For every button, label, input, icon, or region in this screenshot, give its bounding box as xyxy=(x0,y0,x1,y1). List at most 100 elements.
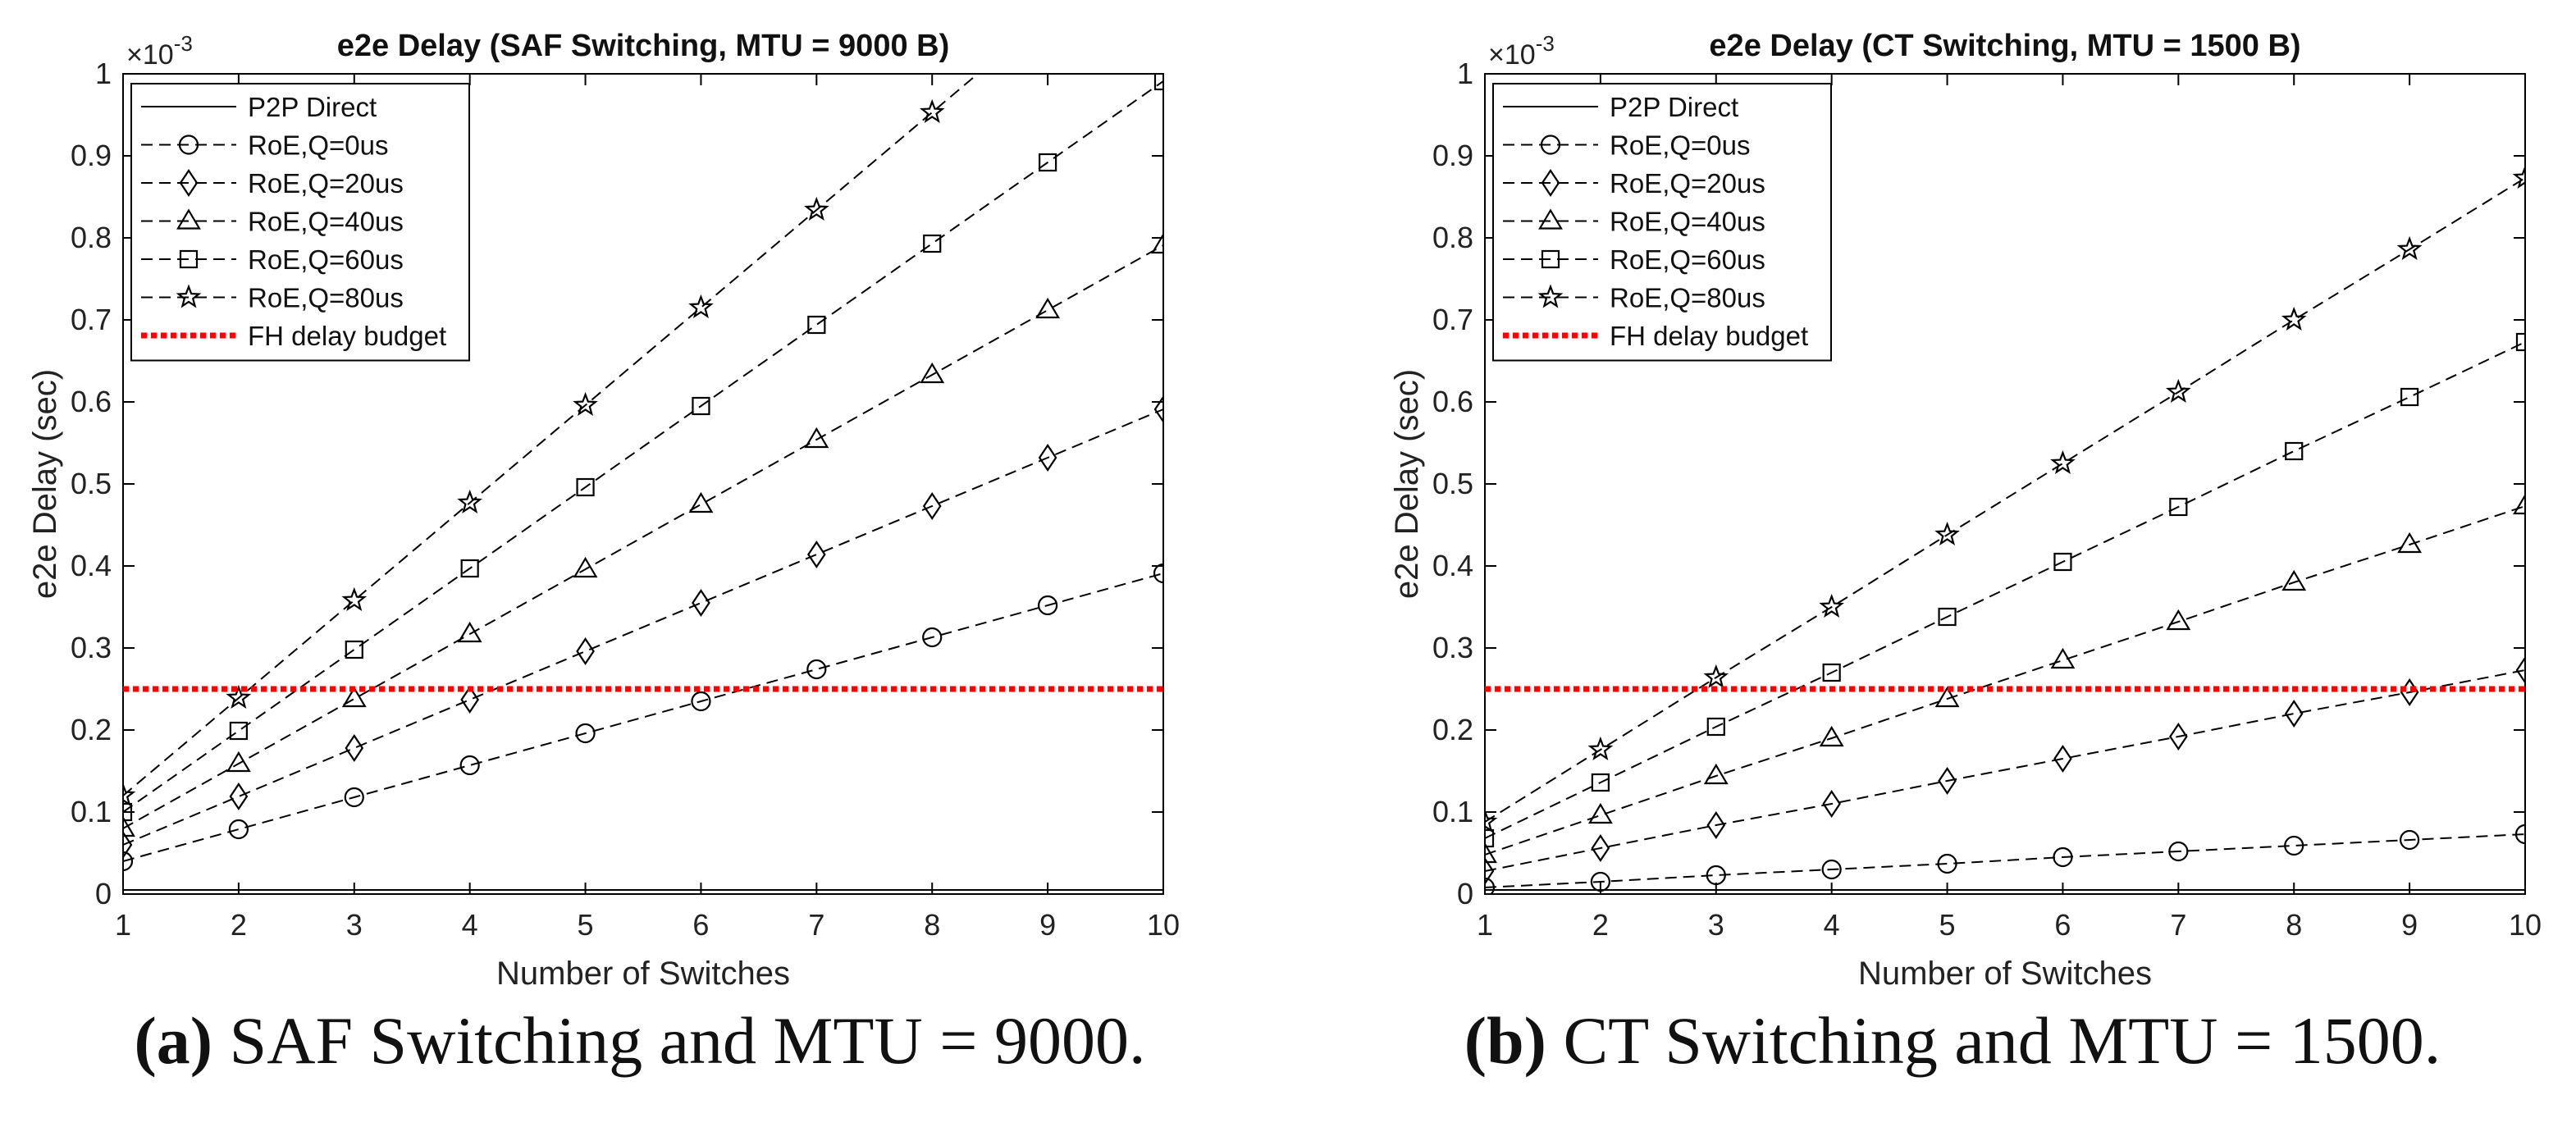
panel-a-series-roe-q-80us-point-4 xyxy=(457,489,482,514)
panel-b-ytick-label-0-9: 0.9 xyxy=(1432,139,1473,172)
panel-b-series-roe-q-60us-point-7 xyxy=(2169,497,2188,517)
panel-b-series-roe-q-0us-point-9 xyxy=(2400,829,2420,851)
panel-b-xtick-label-3: 3 xyxy=(1708,908,1724,942)
panel-b-legend-item-roe-q-60us-marker xyxy=(1541,249,1560,269)
panel-b-legend-box xyxy=(1492,83,1832,362)
panel-b-xtick-label-1: 1 xyxy=(1477,908,1493,942)
panel-b-xtick-label-2: 2 xyxy=(1592,908,1609,942)
panel-a-ytick-label-0-5: 0.5 xyxy=(71,467,112,500)
panel-a-legend: P2P Direct RoE,Q=0us RoE,Q=20us RoE,Q=40us R… xyxy=(130,83,470,362)
panel-a-series-roe-q-60us-point-7 xyxy=(807,315,826,335)
panel-b-series-roe-q-20us-point-10 xyxy=(2515,656,2525,684)
panel-b-legend-item-roe-q-20us-marker xyxy=(1541,169,1560,197)
panel-a-ytick-label-1: 1 xyxy=(95,57,112,90)
panel-a-legend-item-roe-q-20us: RoE,Q=20us xyxy=(141,168,404,198)
panel-b-series-roe-q-0us-point-10 xyxy=(2514,824,2525,845)
panel-b-series-roe-q-0us-point-6 xyxy=(2053,846,2073,868)
panel-a-legend-item-roe-q-80us: RoE,Q=80us xyxy=(141,283,404,313)
panel-b-exponent-power: -3 xyxy=(1536,31,1555,56)
caption-b-text: CT Switching and MTU = 1500. xyxy=(1546,1003,2441,1078)
panel-a-legend-item-roe-q-20us-label: RoE,Q=20us xyxy=(248,168,404,198)
panel-b-xtick-label-10: 10 xyxy=(2509,908,2542,942)
panel-b-title: e2e Delay (CT Switching, MTU = 1500 B) xyxy=(1709,29,2300,63)
panel-a-series-roe-q-60us-point-10 xyxy=(1153,74,1163,91)
panel-a-series-roe-q-80us-line xyxy=(123,74,980,796)
panel-a-xtick-label-10: 10 xyxy=(1147,908,1180,942)
panel-b-series-roe-q-80us xyxy=(1485,164,2525,833)
panel-b-series-roe-q-0us-point-1 xyxy=(1485,877,1496,894)
panel-a-legend-item-roe-q-60us: RoE,Q=60us xyxy=(141,244,404,275)
panel-a-series-roe-q-40us-point-6 xyxy=(688,491,714,513)
panel-a-legend-item-roe-q-40us-marker xyxy=(176,208,201,230)
panel-b-series-roe-q-40us-point-3 xyxy=(1703,763,1729,785)
panel-b-series-roe-q-40us-point-2 xyxy=(1587,802,1613,824)
panel-a-series-roe-q-40us-point-3 xyxy=(341,686,367,708)
panel-a-legend-item-roe-q-60us-marker xyxy=(179,249,199,269)
panel-a-xtick-label-1: 1 xyxy=(115,908,131,942)
panel-a-legend-box xyxy=(130,83,470,362)
panel-a-legend-item-roe-q-0us: RoE,Q=0us xyxy=(141,130,389,161)
panel-b-legend-item-roe-q-40us: RoE,Q=40us xyxy=(1503,207,1765,237)
panel-a-series-roe-q-20us-point-4 xyxy=(460,686,479,714)
panel-b-legend-item-roe-q-20us: RoE,Q=20us xyxy=(1503,168,1765,198)
panel-b-series-roe-q-20us-point-1 xyxy=(1485,857,1495,885)
panel-a-series-roe-q-0us-point-6 xyxy=(691,691,711,712)
panel-a-ytick-label-0-8: 0.8 xyxy=(71,221,112,254)
panel-a-xlabel: Number of Switches xyxy=(496,956,790,992)
panel-a-series-roe-q-40us-line xyxy=(123,244,1163,829)
panel-a-legend-item-fh-delay-budget: FH delay budget xyxy=(141,321,446,351)
panel-b-xtick-label-4: 4 xyxy=(1824,908,1840,942)
panel-a-xtick-label-2: 2 xyxy=(231,908,247,942)
panel-b-series-roe-q-80us-point-3 xyxy=(1703,664,1729,689)
panel-b-series-roe-q-80us-point-8 xyxy=(2281,306,2307,331)
panel-b-legend-item-fh-delay-budget: FH delay budget xyxy=(1503,321,1808,351)
panel-b-legend-item-roe-q-60us: RoE,Q=60us xyxy=(1503,244,1765,275)
panel-a-xtick-label-3: 3 xyxy=(346,908,363,942)
panel-a-series-roe-q-80us-point-8 xyxy=(919,98,945,124)
panel-b-series-roe-q-20us-point-8 xyxy=(2284,700,2304,728)
panel-b-series-roe-q-60us-point-2 xyxy=(1591,773,1610,792)
panel-b-series-roe-q-80us-point-10 xyxy=(2512,164,2525,189)
panel-a-series-roe-q-40us-point-10 xyxy=(1151,232,1163,254)
panel-a-series-roe-q-0us-point-1 xyxy=(123,851,134,872)
panel-a-series-roe-q-40us-point-8 xyxy=(920,362,945,384)
panel-a-series-roe-q-0us-point-7 xyxy=(806,659,827,680)
panel-a-series-roe-q-60us-point-8 xyxy=(923,234,942,253)
panel-a-series-roe-q-80us-point-3 xyxy=(341,586,368,612)
panel-a-series-roe-q-20us-point-5 xyxy=(576,637,595,665)
panel-a-legend-item-p2p-direct: P2P Direct xyxy=(141,92,377,122)
panel-b-legend-item-p2p-direct-label: P2P Direct xyxy=(1610,92,1738,122)
panel-b-series-roe-q-60us-point-9 xyxy=(2400,387,2419,407)
panel-b-ytick-label-0-8: 0.8 xyxy=(1432,221,1473,254)
panel-b-series-roe-q-20us xyxy=(1485,656,2525,885)
panel-b-ytick-label-0-4: 0.4 xyxy=(1432,549,1473,582)
panel-b-ytick-label-0-3: 0.3 xyxy=(1432,631,1473,664)
panel-a-series-roe-q-0us-point-2 xyxy=(228,819,249,840)
panel-a-exponent-power: -3 xyxy=(174,31,193,56)
panel-a-series-roe-q-80us-point-6 xyxy=(688,294,714,319)
panel-a-ytick-label-0-4: 0.4 xyxy=(71,549,112,582)
panel-b-legend-item-roe-q-40us-label: RoE,Q=40us xyxy=(1610,207,1765,237)
panel-b-series-roe-q-60us-point-8 xyxy=(2285,441,2304,461)
panel-b-series-roe-q-80us-point-1 xyxy=(1485,808,1498,833)
panel-b-series-roe-q-60us-point-5 xyxy=(1938,607,1957,627)
panel-b-xtick-label-5: 5 xyxy=(1939,908,1956,942)
panel-b-xtick-label-9: 9 xyxy=(2401,908,2418,942)
panel-b-ytick-label-0-1: 0.1 xyxy=(1432,795,1473,828)
panel-b-legend-item-roe-q-60us-label: RoE,Q=60us xyxy=(1610,244,1765,275)
panel-b-series-roe-q-0us-line xyxy=(1485,833,2525,888)
panel-a-legend-item-roe-q-60us-label: RoE,Q=60us xyxy=(248,244,404,275)
panel-b-series-roe-q-80us-point-6 xyxy=(2050,449,2076,475)
panel-a-legend-item-roe-q-0us-label: RoE,Q=0us xyxy=(248,130,389,161)
panel-a-series-roe-q-20us-point-8 xyxy=(922,492,942,520)
panel-a-series-roe-q-80us xyxy=(123,74,980,807)
panel-b-series-roe-q-20us-point-5 xyxy=(1938,767,1957,795)
panel-b-series-roe-q-80us-point-7 xyxy=(2166,378,2191,404)
panel-b-ylabel: e2e Delay (sec) xyxy=(1389,369,1425,599)
panel-a-xtick-label-7: 7 xyxy=(808,908,824,942)
panel-b-series-roe-q-40us-point-5 xyxy=(1934,686,1960,708)
panel-a-exponent-label: ×10-3 xyxy=(126,31,193,71)
panel-a-legend-item-roe-q-0us-marker xyxy=(178,135,199,155)
panel-a-legend-item-roe-q-20us-marker xyxy=(179,169,199,197)
caption-a: (a) SAF Switching and MTU = 9000. xyxy=(0,1002,1280,1093)
